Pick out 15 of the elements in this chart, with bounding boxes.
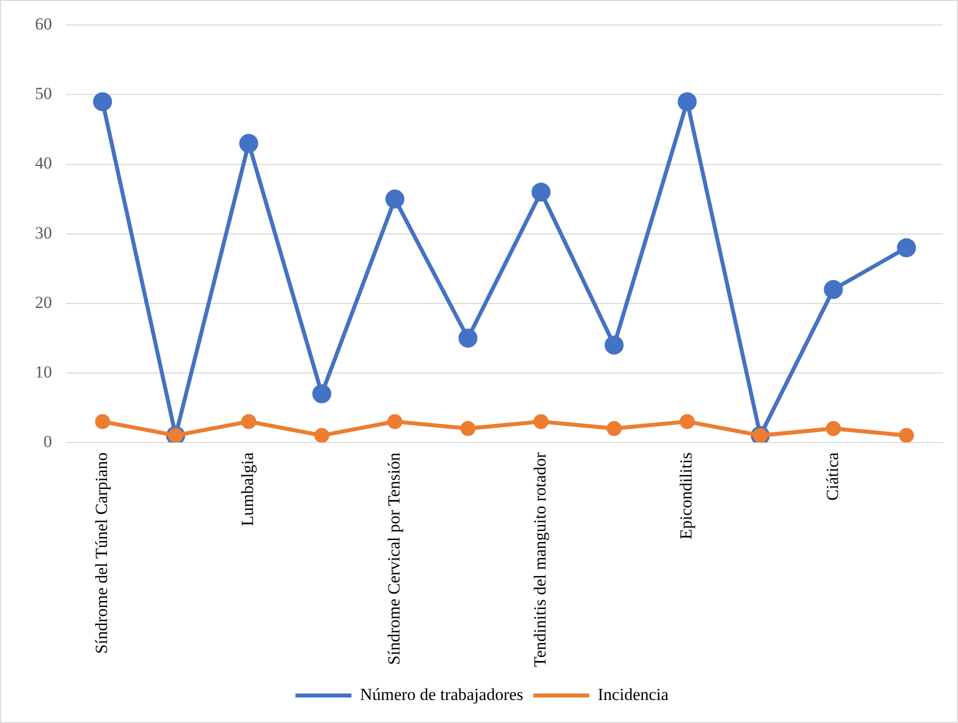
x-tick-label: Ciática bbox=[822, 452, 842, 501]
y-tick-label: 40 bbox=[35, 154, 52, 173]
x-tick-label: Tendinitis del manguito rotador bbox=[530, 452, 550, 668]
y-tick-label: 60 bbox=[35, 14, 52, 34]
legend-label: Incidencia bbox=[598, 684, 670, 704]
x-tick-label: Epicondilitis bbox=[676, 452, 696, 540]
legend-label: Número de trabajadores bbox=[360, 684, 524, 704]
y-tick-label: 0 bbox=[44, 432, 52, 451]
y-tick-label: 10 bbox=[35, 362, 52, 382]
x-tick-label: Lumbalgia bbox=[238, 452, 258, 526]
y-tick-label: 50 bbox=[35, 84, 52, 104]
x-tick-label: Síndrome Cervical por Tensión bbox=[384, 452, 404, 665]
x-tick-label: Síndrome del Túnel Carpiano bbox=[92, 452, 112, 654]
y-tick-label: 30 bbox=[35, 223, 52, 242]
y-tick-label: 20 bbox=[35, 292, 52, 312]
